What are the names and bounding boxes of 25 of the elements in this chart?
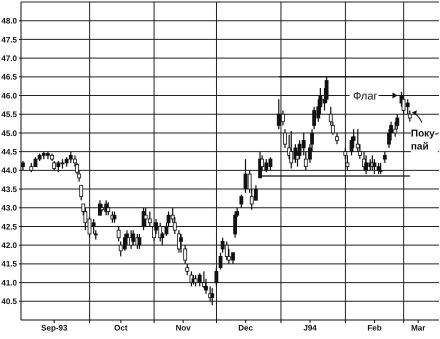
x-tick-label: Nov (176, 324, 192, 333)
y-tick-label: 48.0 (1, 16, 18, 26)
y-tick-label: 40.5 (1, 297, 18, 306)
y-tick-label: 44.5 (1, 147, 18, 156)
y-tick-label: 42.0 (1, 241, 18, 250)
y-tick-label: 43.5 (1, 184, 18, 194)
y-tick-label: 46.0 (1, 91, 18, 100)
annotation: Флаг (352, 90, 378, 103)
y-tick-label: 44.0 (1, 166, 18, 176)
x-tick-label: Mar (411, 324, 426, 333)
annotation: Поку- пай (410, 128, 438, 152)
x-tick-label: Oct (114, 324, 128, 333)
x-tick-label: Sep-93 (41, 324, 68, 333)
y-tick-label: 47.5 (1, 35, 18, 44)
y-tick-label: 47.0 (1, 54, 18, 63)
y-tick-label: 41.5 (1, 260, 18, 269)
y-tick-label: 43.0 (1, 204, 18, 213)
y-tick-label: 42.5 (1, 222, 18, 232)
y-tick-label: 46.5 (1, 72, 18, 82)
y-tick-label: 45.0 (1, 128, 18, 138)
y-tick-label: 45.5 (1, 110, 18, 120)
x-tick-label: J94 (303, 324, 318, 333)
x-tick-label: Feb (367, 324, 382, 333)
x-tick-label: Dec (238, 324, 254, 333)
y-tick-label: 41.0 (1, 278, 18, 288)
